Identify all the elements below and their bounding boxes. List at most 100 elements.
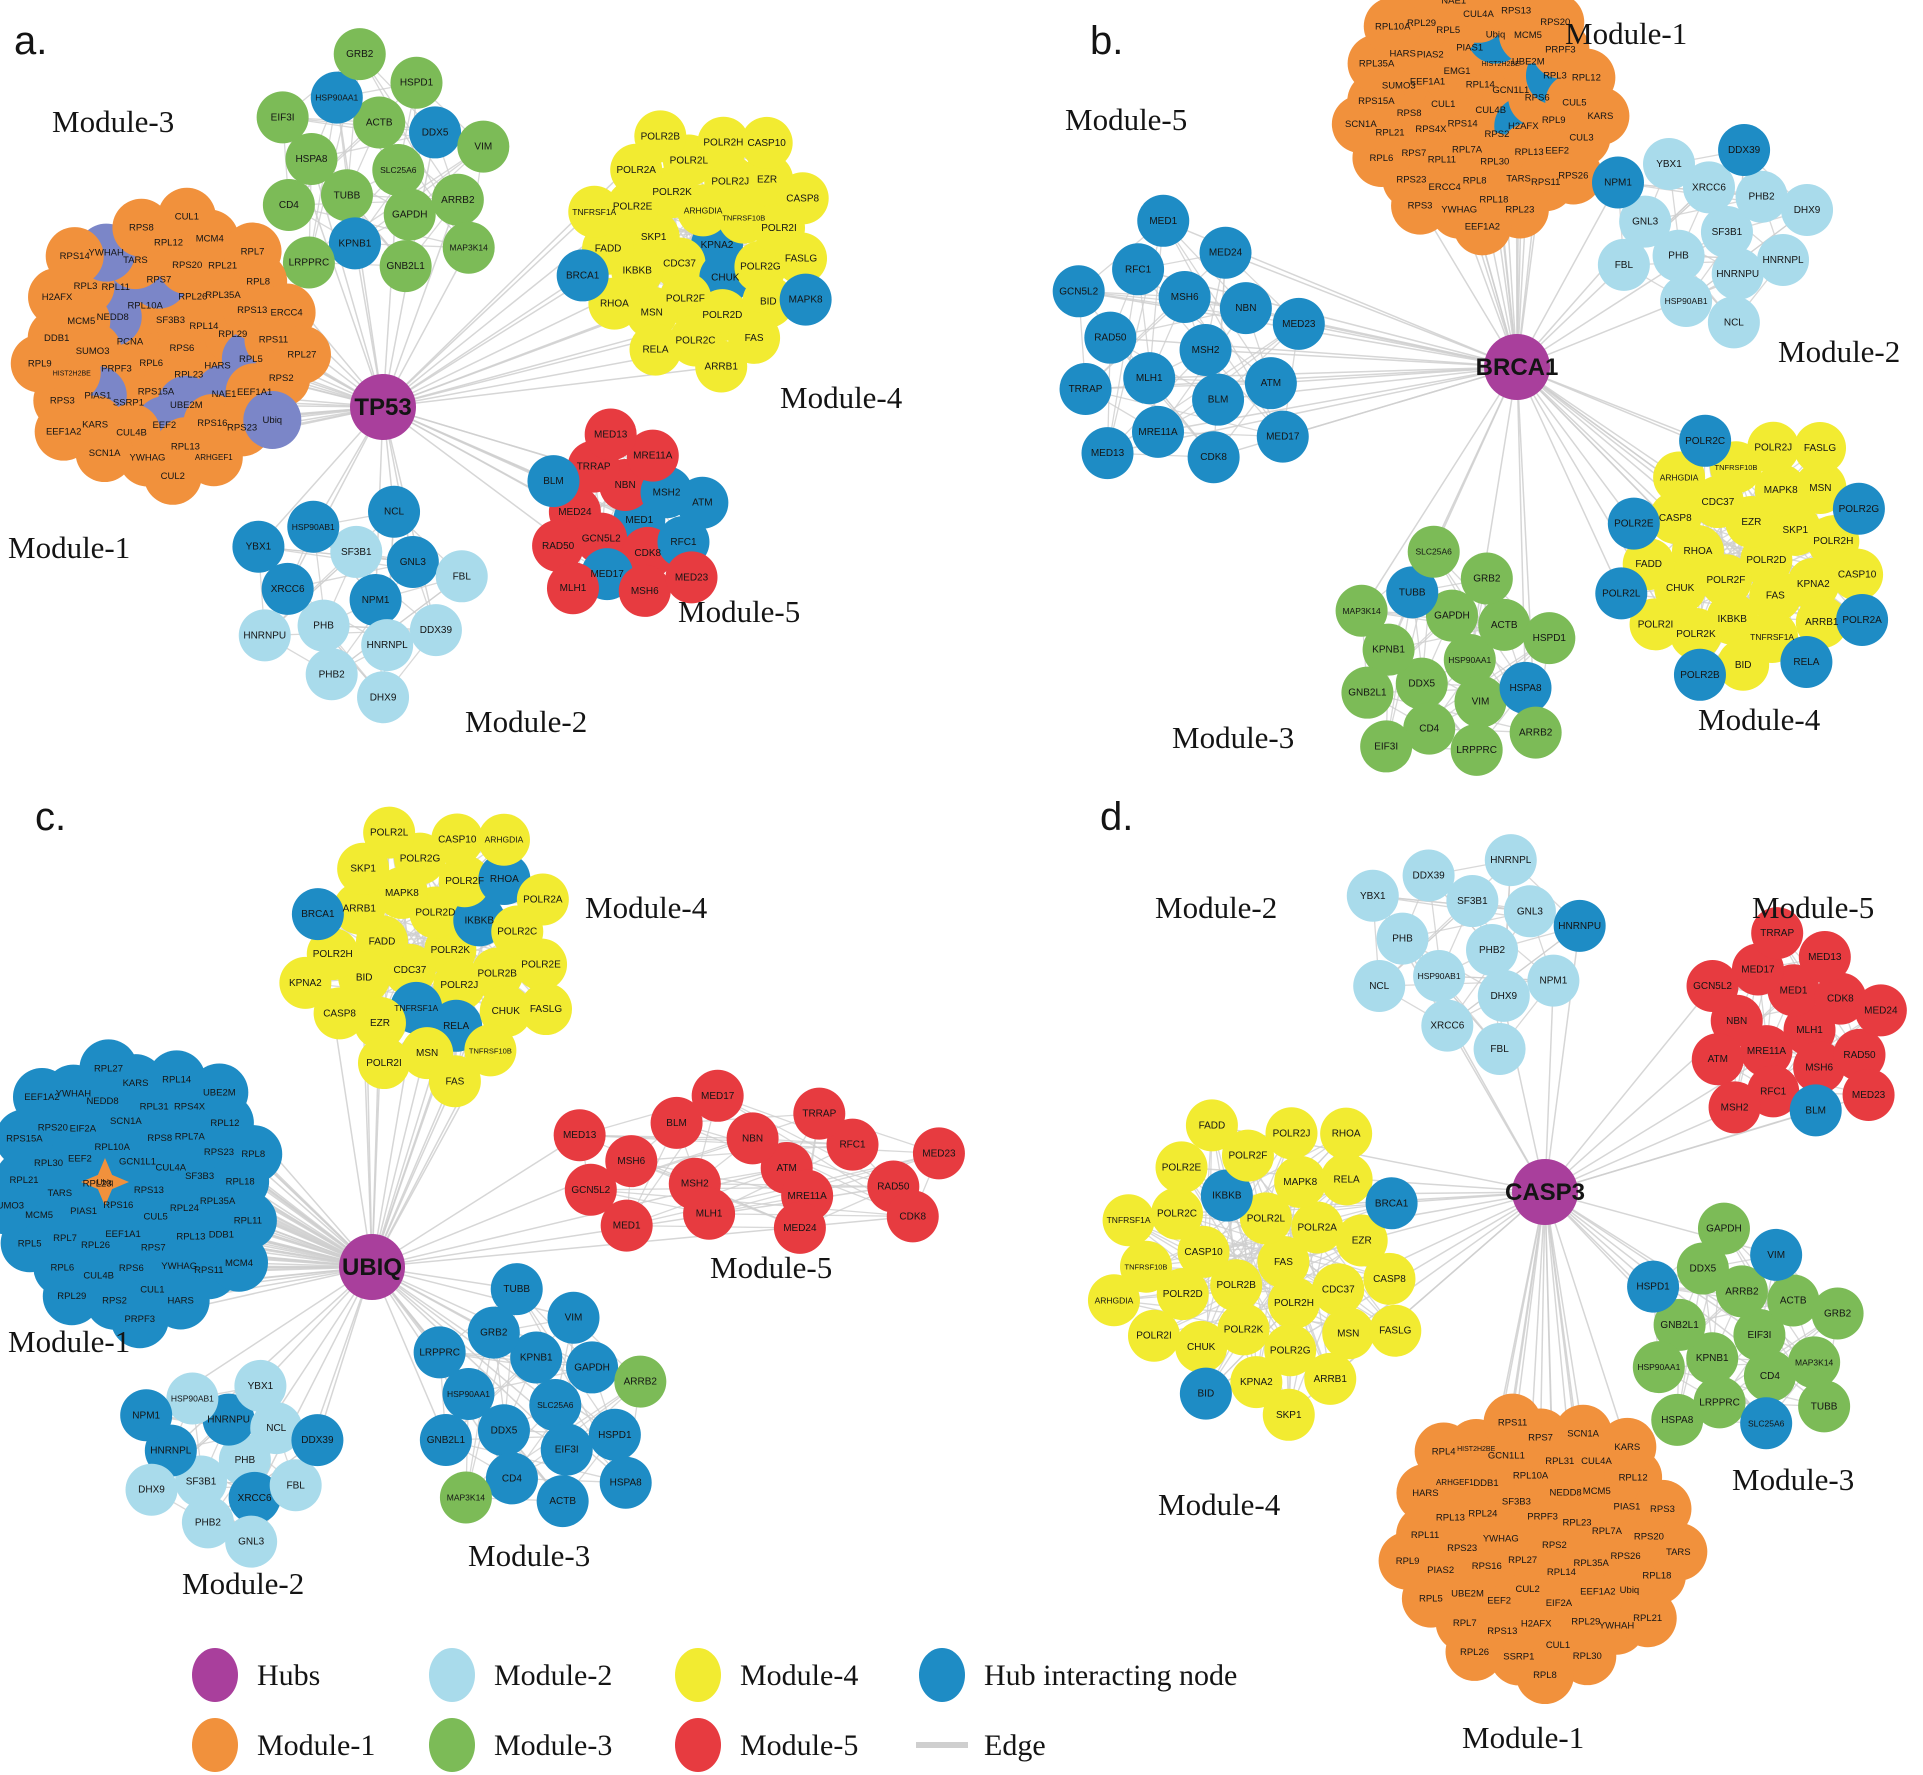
network-node: [1477, 969, 1530, 1022]
network-node: [166, 1372, 219, 1425]
network-node: [477, 1404, 530, 1457]
network-node: [1478, 598, 1531, 651]
network-node: [1424, 0, 1483, 30]
network-node: [584, 408, 637, 461]
network-node: [1466, 924, 1519, 976]
network-node: [1708, 1081, 1761, 1134]
network-node: [1219, 282, 1272, 335]
network-node: [1740, 1397, 1793, 1450]
network-node: [704, 155, 757, 208]
network-node: [1192, 373, 1245, 426]
network-node: [442, 1367, 495, 1420]
network-node: [228, 1471, 281, 1524]
network-node: [1244, 357, 1297, 410]
network-node: [261, 562, 314, 615]
network-node: [1403, 702, 1456, 755]
hub-edge-line: [1516, 366, 1767, 561]
network-node: [349, 574, 402, 626]
network-node: [1833, 1028, 1886, 1081]
network-node: [477, 813, 530, 866]
module-label: Module-5: [1752, 890, 1874, 925]
network-node: [776, 172, 829, 225]
network-node: [1643, 137, 1696, 190]
network-node: [695, 340, 748, 393]
network-node: [431, 813, 484, 866]
network-node: [1842, 1068, 1895, 1121]
legend-label: Hub interacting node: [984, 1659, 1237, 1692]
hub-edge-line: [1544, 1191, 1629, 1448]
network-node: [1544, 146, 1603, 205]
network-node: [224, 1125, 283, 1184]
module-label: Module-4: [1698, 702, 1821, 737]
network-node: [1789, 1084, 1842, 1137]
network-node: [285, 132, 338, 185]
network-node: [1210, 1259, 1263, 1312]
network-node: [1679, 414, 1732, 467]
network-node: [1123, 352, 1176, 405]
network-node: [313, 987, 366, 1040]
network-node: [1363, 0, 1422, 56]
network-node: [1554, 1404, 1613, 1463]
network-node: [1112, 243, 1165, 296]
network-node: [1607, 497, 1660, 550]
network-node: [564, 1163, 617, 1216]
network-node: [1798, 931, 1851, 984]
network-node: [1132, 405, 1185, 458]
network-node: [353, 996, 406, 1049]
network-node: [243, 390, 302, 449]
network-node: [779, 273, 832, 326]
network-node: [438, 855, 491, 908]
network-node: [297, 599, 350, 652]
hub-node: [1484, 334, 1550, 400]
legend-swatch: [429, 1718, 475, 1772]
network-node: [1272, 297, 1325, 350]
network-node: [775, 232, 828, 285]
network-node: [650, 1096, 703, 1149]
network-node: [1453, 197, 1512, 256]
network-node: [1627, 1260, 1680, 1313]
legend-label: Module-5: [740, 1729, 858, 1762]
network-node: [79, 1039, 138, 1098]
network-node: [357, 671, 410, 724]
network-node: [1718, 124, 1771, 177]
network-node: [1331, 95, 1390, 154]
network-node: [532, 519, 585, 572]
network-node: [379, 240, 432, 293]
network-node: [12, 1068, 71, 1127]
network-node: [409, 106, 462, 159]
network-node: [1794, 461, 1847, 514]
edge-line: [516, 1288, 616, 1436]
hub-edge-line: [382, 274, 584, 408]
module-label: Module-3: [468, 1538, 590, 1573]
network-node: [232, 520, 285, 573]
network-node: [1360, 720, 1413, 773]
network-node: [1362, 623, 1415, 676]
module-label: Module-5: [678, 594, 800, 629]
network-node: [1526, 0, 1585, 52]
network-node: [190, 1063, 249, 1122]
edge-line: [1085, 252, 1226, 390]
network-node: [1757, 233, 1810, 286]
edge-line: [590, 1185, 894, 1191]
network-node: [1262, 1388, 1315, 1441]
legend-label: Module-2: [494, 1659, 612, 1692]
network-node: [1150, 1187, 1203, 1240]
hub-label: UBIQ: [342, 1254, 402, 1281]
network-node: [361, 619, 414, 672]
network-node: [1179, 324, 1232, 376]
hub-edge-line: [1205, 349, 1518, 368]
panel-letter: a.: [14, 19, 47, 63]
network-node: [1707, 296, 1760, 349]
hub-edge-line: [1516, 182, 1619, 368]
edge-line: [1367, 692, 1536, 734]
network-node: [45, 227, 104, 286]
module-label: Module-3: [1172, 720, 1294, 755]
network-node: [726, 1112, 779, 1165]
hub-label: TP53: [354, 394, 411, 421]
network-node: [1660, 274, 1713, 327]
network-node: [1686, 959, 1739, 1012]
hub-edge-line: [1516, 366, 1622, 594]
network-node: [614, 1355, 667, 1408]
edge-line: [1085, 388, 1283, 438]
